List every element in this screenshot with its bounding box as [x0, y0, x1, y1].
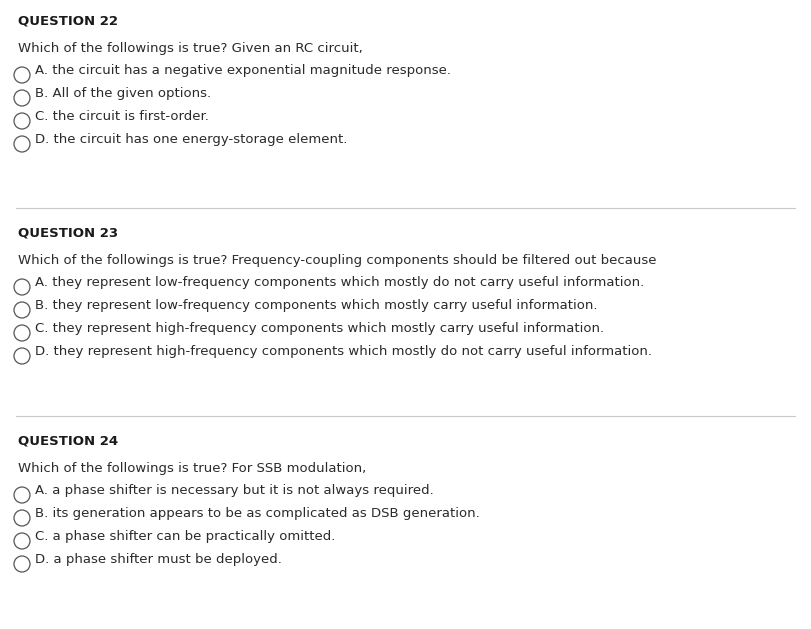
Text: A. a phase shifter is necessary but it is not always required.: A. a phase shifter is necessary but it i…: [35, 484, 434, 497]
Text: Which of the followings is true? Frequency-coupling components should be filtere: Which of the followings is true? Frequen…: [18, 254, 656, 267]
Text: A. the circuit has a negative exponential magnitude response.: A. the circuit has a negative exponentia…: [35, 64, 451, 77]
Text: D. a phase shifter must be deployed.: D. a phase shifter must be deployed.: [35, 553, 282, 566]
Text: A. they represent low-frequency components which mostly do not carry useful info: A. they represent low-frequency componen…: [35, 276, 644, 289]
Text: B. its generation appears to be as complicated as DSB generation.: B. its generation appears to be as compl…: [35, 507, 480, 520]
Text: Which of the followings is true? For SSB modulation,: Which of the followings is true? For SSB…: [18, 462, 367, 475]
Text: B. they represent low-frequency components which mostly carry useful information: B. they represent low-frequency componen…: [35, 299, 598, 312]
Text: C. a phase shifter can be practically omitted.: C. a phase shifter can be practically om…: [35, 530, 336, 543]
Text: B. All of the given options.: B. All of the given options.: [35, 87, 211, 100]
Text: QUESTION 23: QUESTION 23: [18, 226, 118, 239]
Text: QUESTION 24: QUESTION 24: [18, 434, 118, 447]
Text: C. the circuit is first-order.: C. the circuit is first-order.: [35, 110, 209, 123]
Text: D. the circuit has one energy-storage element.: D. the circuit has one energy-storage el…: [35, 133, 347, 146]
Text: QUESTION 22: QUESTION 22: [18, 14, 118, 27]
Text: D. they represent high-frequency components which mostly do not carry useful inf: D. they represent high-frequency compone…: [35, 345, 652, 358]
Text: C. they represent high-frequency components which mostly carry useful informatio: C. they represent high-frequency compone…: [35, 322, 604, 335]
Text: Which of the followings is true? Given an RC circuit,: Which of the followings is true? Given a…: [18, 42, 363, 55]
